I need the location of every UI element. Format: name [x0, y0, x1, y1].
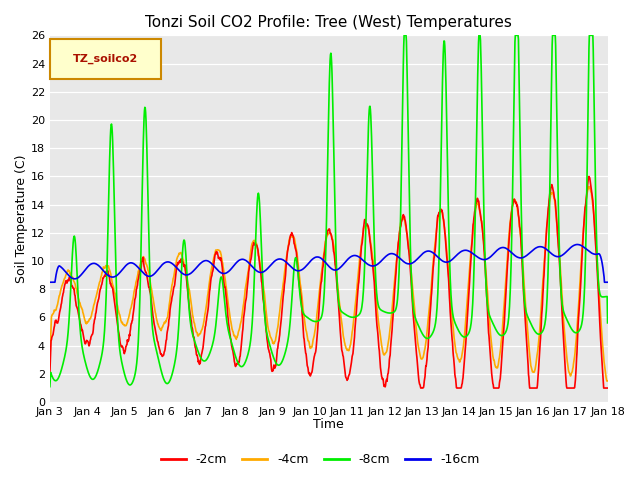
X-axis label: Time: Time	[314, 419, 344, 432]
Title: Tonzi Soil CO2 Profile: Tree (West) Temperatures: Tonzi Soil CO2 Profile: Tree (West) Temp…	[145, 15, 512, 30]
Legend: -2cm, -4cm, -8cm, -16cm: -2cm, -4cm, -8cm, -16cm	[156, 448, 484, 471]
Text: TZ_soilco2: TZ_soilco2	[73, 54, 138, 64]
Y-axis label: Soil Temperature (C): Soil Temperature (C)	[15, 155, 28, 283]
FancyBboxPatch shape	[50, 39, 161, 79]
